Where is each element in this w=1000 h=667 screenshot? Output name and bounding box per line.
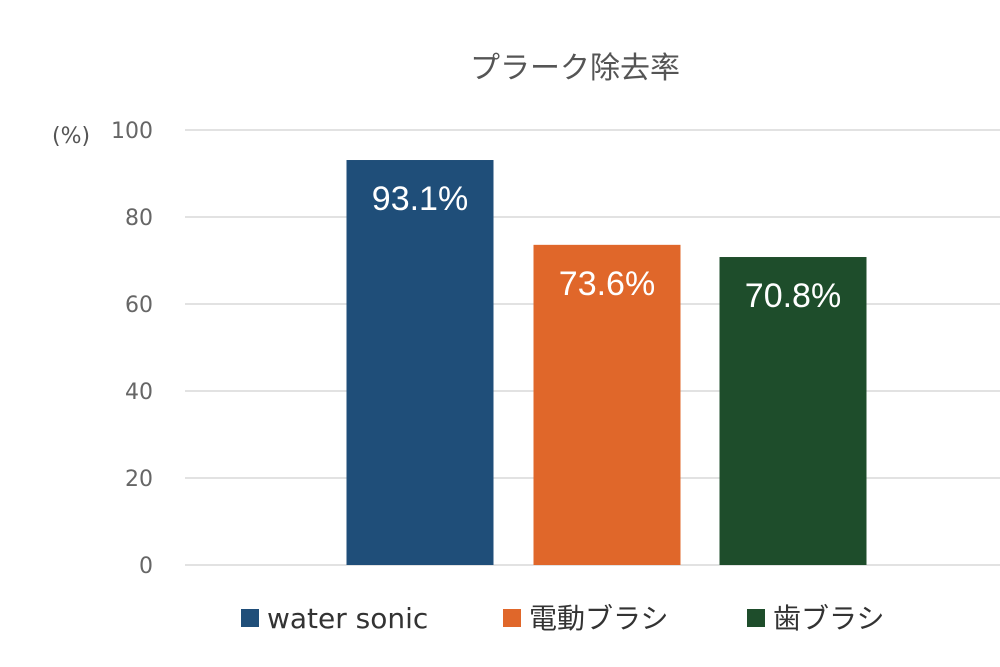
bar-1 — [346, 160, 494, 565]
data-label-1: 93.1% — [372, 180, 468, 218]
legend-label-2: 電動ブラシ — [529, 602, 668, 635]
y-tick-label-60: 60 — [125, 293, 153, 318]
y-tick-label-40: 40 — [125, 380, 153, 405]
data-label-2: 73.6% — [559, 265, 655, 303]
data-label-3: 70.8% — [745, 277, 841, 315]
y-axis-ticks: 0 20 40 60 80 100 — [111, 119, 153, 579]
y-axis-unit-label: (%) — [52, 124, 90, 149]
legend-label-3: 歯ブラシ — [773, 602, 884, 635]
bar-3 — [719, 257, 867, 565]
legend: water sonic 電動ブラシ 歯ブラシ — [241, 602, 884, 635]
bars — [346, 160, 867, 565]
y-tick-label-20: 20 — [125, 467, 153, 492]
chart-title: プラーク除去率 — [470, 51, 680, 86]
bar-2 — [533, 244, 681, 565]
y-tick-label-0: 0 — [139, 554, 153, 579]
y-tick-label-80: 80 — [125, 206, 153, 231]
data-labels: 93.1% 73.6% 70.8% — [372, 180, 841, 315]
legend-swatch-1 — [241, 609, 259, 627]
y-tick-label-100: 100 — [111, 119, 153, 144]
legend-swatch-3 — [747, 609, 765, 627]
legend-label-1: water sonic — [267, 602, 428, 635]
legend-swatch-2 — [503, 609, 521, 627]
